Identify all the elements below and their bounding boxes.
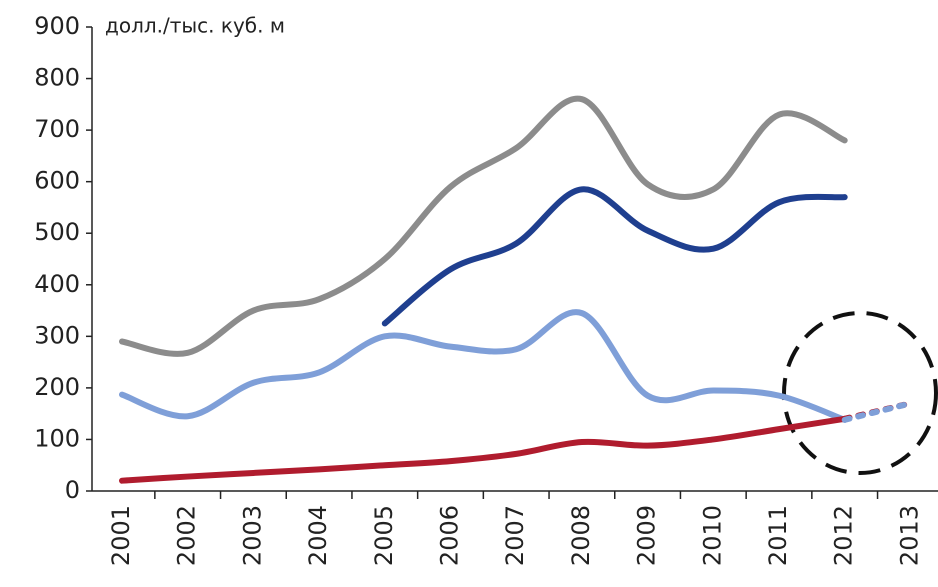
- series-line: [381, 186, 848, 327]
- x-tick-label: 2012: [830, 505, 858, 566]
- y-tick-label: 500: [34, 218, 80, 246]
- y-axis-label: долл./тыс. куб. м: [105, 14, 285, 38]
- y-tick-label: 600: [34, 167, 80, 195]
- series-line: [119, 95, 848, 357]
- highlight-circle: [782, 311, 938, 475]
- series-line: [119, 309, 848, 423]
- x-tick-label: 2009: [633, 505, 661, 566]
- x-tick-label: 2006: [436, 505, 464, 566]
- y-tick-label: 800: [34, 64, 80, 92]
- y-tick-label: 400: [34, 270, 80, 298]
- x-tick-label: 2002: [173, 505, 201, 566]
- x-tick-label: 2001: [107, 505, 135, 566]
- x-tick-label: 2003: [238, 505, 266, 566]
- series-line: [119, 415, 848, 484]
- y-tick-label: 200: [34, 373, 80, 401]
- y-tick-label: 900: [34, 12, 80, 40]
- x-tick-label: 2008: [567, 505, 595, 566]
- y-tick-label: 0: [65, 476, 80, 504]
- x-tick-label: 2010: [698, 505, 726, 566]
- x-tick-label: 2005: [370, 505, 398, 566]
- x-tick-label: 2007: [501, 505, 529, 566]
- y-tick-label: 100: [34, 424, 80, 452]
- y-tick-label: 300: [34, 321, 80, 349]
- x-tick-label: 2011: [764, 505, 792, 566]
- y-tick-label: 700: [34, 115, 80, 143]
- series-line: [841, 400, 914, 423]
- x-tick-label: 2013: [895, 505, 923, 566]
- x-tick-label: 2004: [304, 505, 332, 566]
